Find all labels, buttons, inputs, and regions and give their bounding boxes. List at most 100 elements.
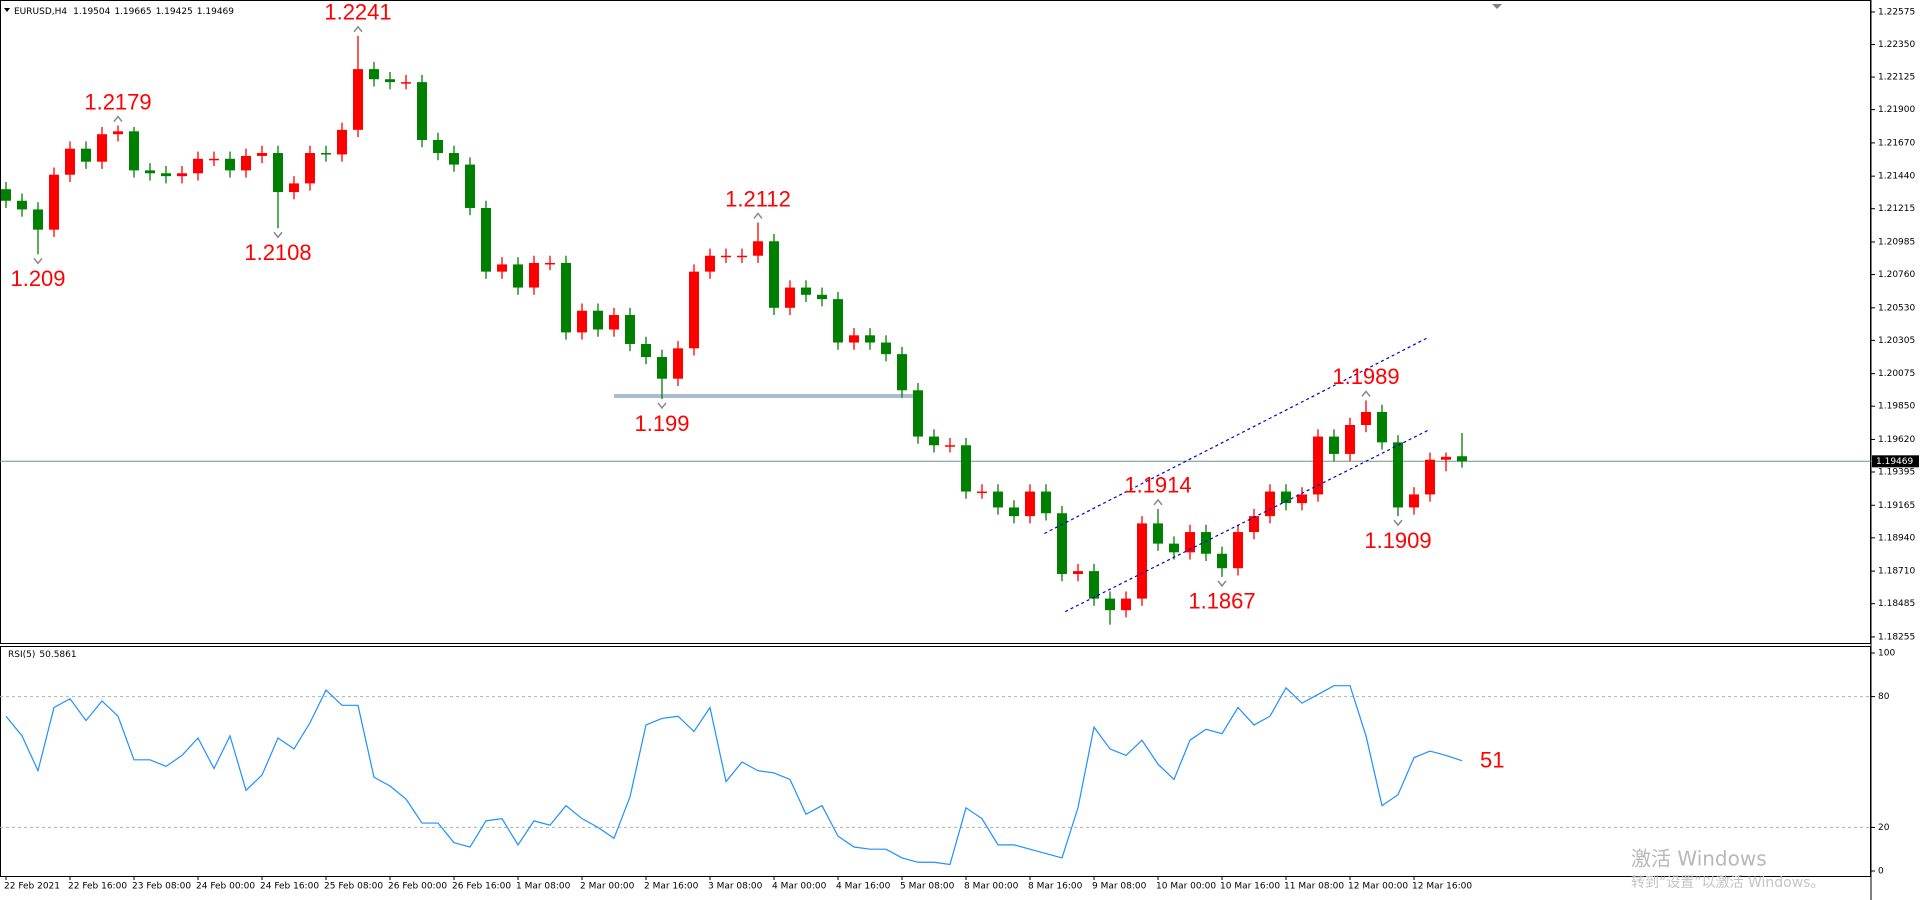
x-tick-label: 4 Mar 16:00: [836, 882, 891, 892]
y-tick-label: 1.19850: [1878, 402, 1915, 412]
candle-body: [33, 209, 43, 230]
current-price-label: 1.19469: [1876, 457, 1913, 467]
indicator-value: 50.5861: [39, 650, 76, 660]
candle-body: [673, 348, 683, 379]
candle-body: [1041, 491, 1051, 514]
candle-body: [177, 173, 187, 177]
fractal-marker: [657, 402, 667, 410]
y-tick-label: 1.18485: [1878, 599, 1915, 609]
candle-body: [1, 189, 11, 201]
x-tick-label: 26 Feb 16:00: [452, 882, 511, 892]
candle-body: [961, 445, 971, 492]
candle-body: [1361, 411, 1371, 425]
candle-body: [481, 207, 491, 272]
y-tick-label: 1.20305: [1878, 336, 1915, 346]
candle-body: [737, 255, 747, 258]
candle-body: [1409, 494, 1419, 508]
candle-body: [497, 264, 507, 272]
y-tick-label: 1.22575: [1878, 7, 1915, 17]
y-tick-label: 1.18255: [1878, 632, 1915, 642]
candle-body: [849, 335, 859, 343]
menu-arrow[interactable]: [4, 8, 10, 12]
indicator-annotation: 51: [1480, 748, 1504, 773]
candle-body: [353, 69, 363, 130]
shift-marker[interactable]: [1492, 4, 1502, 9]
candle-body: [129, 131, 139, 171]
y-tick-label: 1.19395: [1878, 468, 1915, 478]
x-tick-label: 2 Mar 16:00: [644, 882, 699, 892]
candle-body: [17, 200, 27, 210]
candle-body: [161, 173, 171, 177]
fractal-marker: [113, 115, 123, 122]
candle-body: [1393, 442, 1403, 508]
candle-body: [1105, 598, 1115, 611]
candle-body: [561, 262, 571, 333]
candle-body: [1265, 491, 1275, 517]
candle-body: [1377, 411, 1387, 443]
candle-body: [641, 343, 651, 357]
candle-body: [49, 174, 59, 230]
x-tick-label: 25 Feb 08:00: [324, 882, 383, 892]
x-tick-label: 23 Feb 08:00: [132, 882, 191, 892]
low-value: 1.19425: [156, 7, 193, 17]
candle-body: [913, 390, 923, 437]
watermark-title: 激活 Windows: [1631, 847, 1767, 871]
price-annotation: 1.2241: [324, 0, 391, 25]
x-tick-label: 24 Feb 16:00: [260, 882, 319, 892]
fractal-marker: [33, 257, 43, 265]
candle-body: [721, 255, 731, 258]
candle-body: [1329, 436, 1339, 454]
x-tick-label: 3 Mar 08:00: [708, 882, 763, 892]
candle-body: [193, 158, 203, 174]
y-tick-label: 1.18940: [1878, 533, 1915, 543]
x-tick-label: 22 Feb 16:00: [68, 882, 127, 892]
candle-body: [305, 153, 315, 184]
candle-body: [977, 491, 987, 494]
candle-body: [1089, 571, 1099, 599]
candle-body: [241, 155, 251, 171]
candle-body: [785, 287, 795, 308]
candle-body: [209, 158, 219, 161]
price-annotation: 1.2112: [725, 186, 791, 211]
candle-body: [273, 153, 283, 193]
x-tick-label: 10 Mar 16:00: [1220, 882, 1280, 892]
price-annotation: 1.1867: [1188, 589, 1255, 614]
x-tick-label: 12 Mar 16:00: [1412, 882, 1472, 892]
candle-body: [433, 139, 443, 154]
x-tick-label: 12 Mar 00:00: [1348, 882, 1408, 892]
candle-body: [1201, 532, 1211, 554]
candle-body: [145, 170, 155, 174]
indicator-tick-label: 0: [1878, 867, 1884, 877]
candle-body: [1073, 571, 1083, 575]
candle-body: [1249, 516, 1259, 533]
candle-body: [945, 445, 955, 447]
candle-body: [593, 310, 603, 330]
candle-body: [65, 148, 75, 175]
candle-body: [449, 153, 459, 165]
chart-header: EURUSD,H4 1.19504 1.19665 1.19425 1.19469: [14, 7, 234, 17]
y-tick-label: 1.22125: [1878, 73, 1915, 83]
candle-body: [513, 264, 523, 288]
candle-body: [705, 255, 715, 272]
y-tick-label: 1.21440: [1878, 172, 1915, 182]
candle-body: [1185, 532, 1195, 553]
close-value: 1.19469: [197, 7, 234, 17]
price-annotation: 1.2108: [244, 240, 311, 265]
x-tick-label: 1 Mar 08:00: [516, 882, 571, 892]
candle-body: [465, 164, 475, 208]
current-price-box: [1872, 455, 1919, 468]
candle-body: [1281, 491, 1291, 504]
main-panel: [0, 0, 1871, 644]
y-tick-label: 1.20075: [1878, 369, 1915, 379]
candle-body: [321, 153, 331, 155]
x-tick-label: 24 Feb 00:00: [196, 882, 255, 892]
price-annotation: 1.2179: [84, 89, 151, 114]
price-annotation: 1.199: [634, 411, 689, 436]
candle-body: [1153, 523, 1163, 544]
x-tick-label: 10 Mar 00:00: [1156, 882, 1216, 892]
x-tick-label: 4 Mar 00:00: [772, 882, 827, 892]
candle-body: [689, 271, 699, 349]
indicator-panel: [0, 646, 1871, 877]
indicator-line: [5, 685, 1463, 866]
